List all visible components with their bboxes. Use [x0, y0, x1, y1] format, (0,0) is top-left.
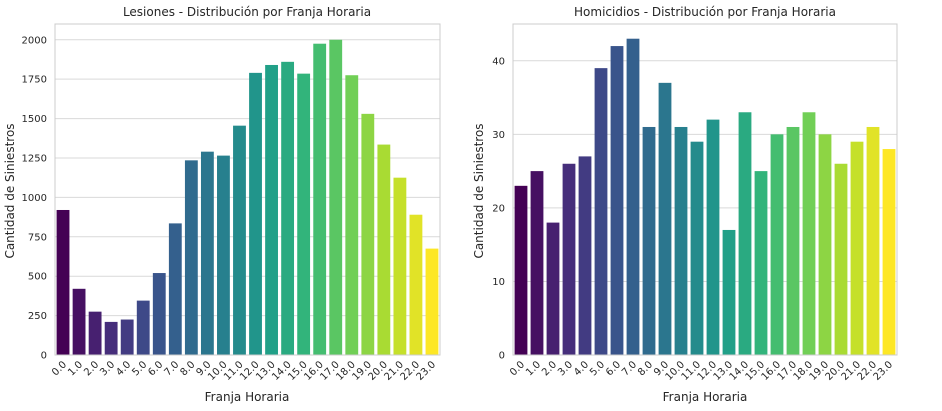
bar	[120, 319, 134, 355]
bar	[152, 273, 166, 355]
x-tick-label: 4.0	[572, 359, 591, 378]
bar	[136, 300, 150, 355]
bar	[297, 73, 311, 356]
x-tick-label: 8.0	[178, 359, 197, 378]
bar	[642, 126, 656, 355]
y-tick-label: 250	[28, 311, 47, 322]
bar	[658, 82, 672, 355]
x-tick-label: 0.0	[508, 359, 527, 378]
bar	[265, 64, 278, 355]
bar	[706, 119, 720, 355]
x-tick-label: 6.0	[604, 359, 623, 378]
bar	[313, 43, 327, 355]
bar	[578, 156, 592, 355]
y-tick-label: 750	[28, 232, 47, 243]
bar	[690, 141, 704, 355]
x-tick-label: 3.0	[556, 359, 575, 378]
x-tick-label: 2.0	[82, 359, 101, 378]
x-tick-label: 3.0	[98, 359, 117, 378]
plot-frame	[512, 23, 898, 356]
plot-frame	[54, 23, 441, 356]
bar	[850, 141, 864, 355]
y-axis-label: Cantidad de Siniestros	[472, 123, 486, 258]
y-tick-label: 2000	[22, 35, 47, 46]
x-tick-label: 0.0	[50, 359, 69, 378]
x-tick-label: 5.0	[588, 359, 607, 378]
x-axis-label: Franja Horaria	[205, 390, 290, 404]
y-tick-label: 40	[492, 56, 505, 67]
bar	[626, 38, 640, 355]
x-tick-label: 2.0	[540, 359, 559, 378]
x-tick-label: 1.0	[524, 359, 543, 378]
bar	[754, 171, 768, 355]
x-tick-label: 23.0	[872, 359, 896, 383]
y-tick-label: 20	[492, 203, 505, 214]
x-tick-label: 23.0	[415, 359, 439, 383]
y-axis-label: Cantidad de Siniestros	[3, 123, 17, 258]
bar	[834, 163, 848, 355]
bar	[88, 311, 102, 355]
bar	[345, 75, 359, 355]
bar	[562, 163, 576, 355]
x-tick-label: 7.0	[620, 359, 639, 378]
y-tick-label: 500	[28, 272, 47, 283]
chart-title: Homicidios - Distribución por Franja Hor…	[574, 5, 836, 19]
bar	[104, 321, 118, 355]
bar	[738, 112, 752, 356]
y-tick-label: 1500	[22, 114, 47, 125]
x-axis-label: Franja Horaria	[663, 390, 748, 404]
x-tick-label: 7.0	[162, 359, 181, 378]
x-tick-label: 5.0	[130, 359, 149, 378]
bar	[674, 126, 688, 355]
y-tick-label: 1750	[22, 75, 47, 86]
y-tick-label: 0	[499, 351, 505, 362]
bar	[770, 134, 784, 355]
x-tick-label: 8.0	[636, 359, 655, 378]
chart-title: Lesiones - Distribución por Franja Horar…	[123, 5, 371, 19]
bar	[184, 160, 198, 355]
y-tick-label: 30	[492, 130, 505, 141]
bar	[72, 288, 86, 355]
bar	[530, 171, 544, 355]
bar	[200, 151, 214, 355]
y-tick-label: 10	[492, 277, 505, 288]
bar	[393, 177, 407, 355]
bar	[722, 229, 736, 355]
bar	[361, 113, 375, 355]
bar	[168, 223, 182, 355]
bar	[866, 126, 880, 355]
bar	[786, 126, 800, 355]
y-tick-label: 0	[41, 351, 47, 362]
y-tick-label: 1250	[22, 153, 47, 164]
bar	[217, 155, 230, 355]
bar	[233, 125, 246, 356]
x-tick-label: 4.0	[114, 359, 133, 378]
bar	[329, 39, 343, 356]
homicidios-chart: Homicidios - Distribución por Franja Hor…	[472, 5, 898, 404]
bar	[514, 185, 528, 355]
bar	[610, 46, 624, 356]
bar	[802, 112, 816, 356]
bar	[377, 144, 391, 355]
bar	[249, 72, 262, 355]
x-tick-label: 1.0	[66, 359, 85, 378]
x-tick-label: 6.0	[146, 359, 165, 378]
bar	[56, 209, 70, 355]
bar	[546, 222, 560, 355]
bar	[594, 68, 608, 355]
bar	[425, 248, 439, 355]
bar	[281, 61, 295, 355]
bar	[409, 214, 423, 355]
y-tick-label: 1000	[22, 193, 47, 204]
bar	[882, 149, 896, 355]
lesiones-chart: Lesiones - Distribución por Franja Horar…	[3, 5, 441, 404]
bar	[818, 134, 832, 355]
